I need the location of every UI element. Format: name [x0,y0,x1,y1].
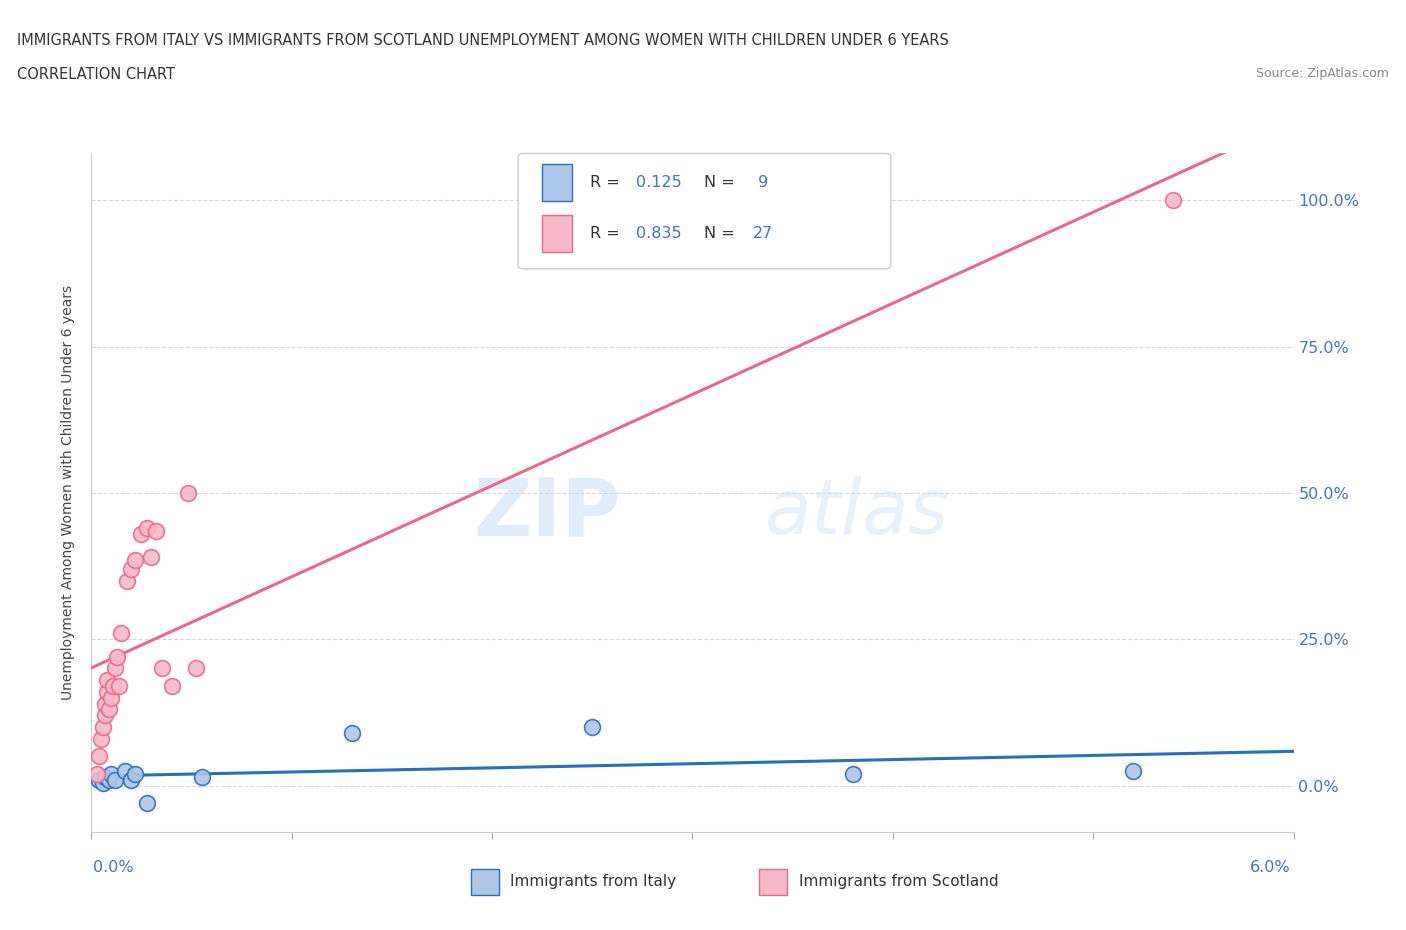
Point [176,485,198,500]
Point [93,776,115,790]
Point [131,526,153,541]
Point [98,772,121,787]
Y-axis label: Unemployment Among Women with Children Under 6 years: Unemployment Among Women with Children U… [60,286,75,700]
Point [841,766,863,781]
Point [141,550,163,565]
Point [581,720,603,735]
Point [89,749,111,764]
Point [136,521,159,536]
Text: 0.835: 0.835 [636,226,682,241]
Text: R =: R = [591,175,626,190]
Text: R =: R = [591,226,626,241]
Point [117,573,139,588]
Point [136,796,159,811]
Point [114,764,136,778]
Text: 0.125: 0.125 [636,175,682,190]
Bar [543,215,572,252]
Text: Source: ZipAtlas.com: Source: ZipAtlas.com [1256,67,1389,80]
Point [90,731,112,746]
Point [124,766,146,781]
Point [190,769,212,784]
Point [160,679,183,694]
Bar [543,164,572,201]
Point [108,679,131,694]
Point [1122,764,1144,778]
Point [145,524,167,538]
Point [150,661,173,676]
Point [89,772,111,787]
Point [107,649,129,664]
Point [184,661,207,676]
Point [94,697,117,711]
Point [340,725,363,740]
Point [124,552,146,567]
Point [93,720,115,735]
Text: atlas: atlas [765,476,949,551]
Point [98,702,121,717]
Point [86,766,108,781]
Point [103,679,125,694]
Text: N =: N = [704,175,741,190]
Point [110,626,132,641]
Point [100,766,122,781]
Text: Immigrants from Italy: Immigrants from Italy [510,874,676,889]
Text: 27: 27 [752,226,773,241]
Point [96,684,118,699]
Point [121,562,143,577]
Text: ZIP: ZIP [472,474,620,552]
FancyBboxPatch shape [519,153,891,269]
Point [104,661,127,676]
Point [94,769,117,784]
Text: 6.0%: 6.0% [1250,860,1291,875]
Point [1161,193,1184,207]
Text: N =: N = [704,226,741,241]
Point [100,690,122,705]
Text: 0.0%: 0.0% [93,860,134,875]
Text: IMMIGRANTS FROM ITALY VS IMMIGRANTS FROM SCOTLAND UNEMPLOYMENT AMONG WOMEN WITH : IMMIGRANTS FROM ITALY VS IMMIGRANTS FROM… [17,33,949,47]
Point [104,772,127,787]
Text: 9: 9 [752,175,768,190]
Point [96,672,118,687]
Text: Immigrants from Scotland: Immigrants from Scotland [799,874,998,889]
Point [94,708,117,723]
Text: CORRELATION CHART: CORRELATION CHART [17,67,174,82]
Point [121,772,143,787]
